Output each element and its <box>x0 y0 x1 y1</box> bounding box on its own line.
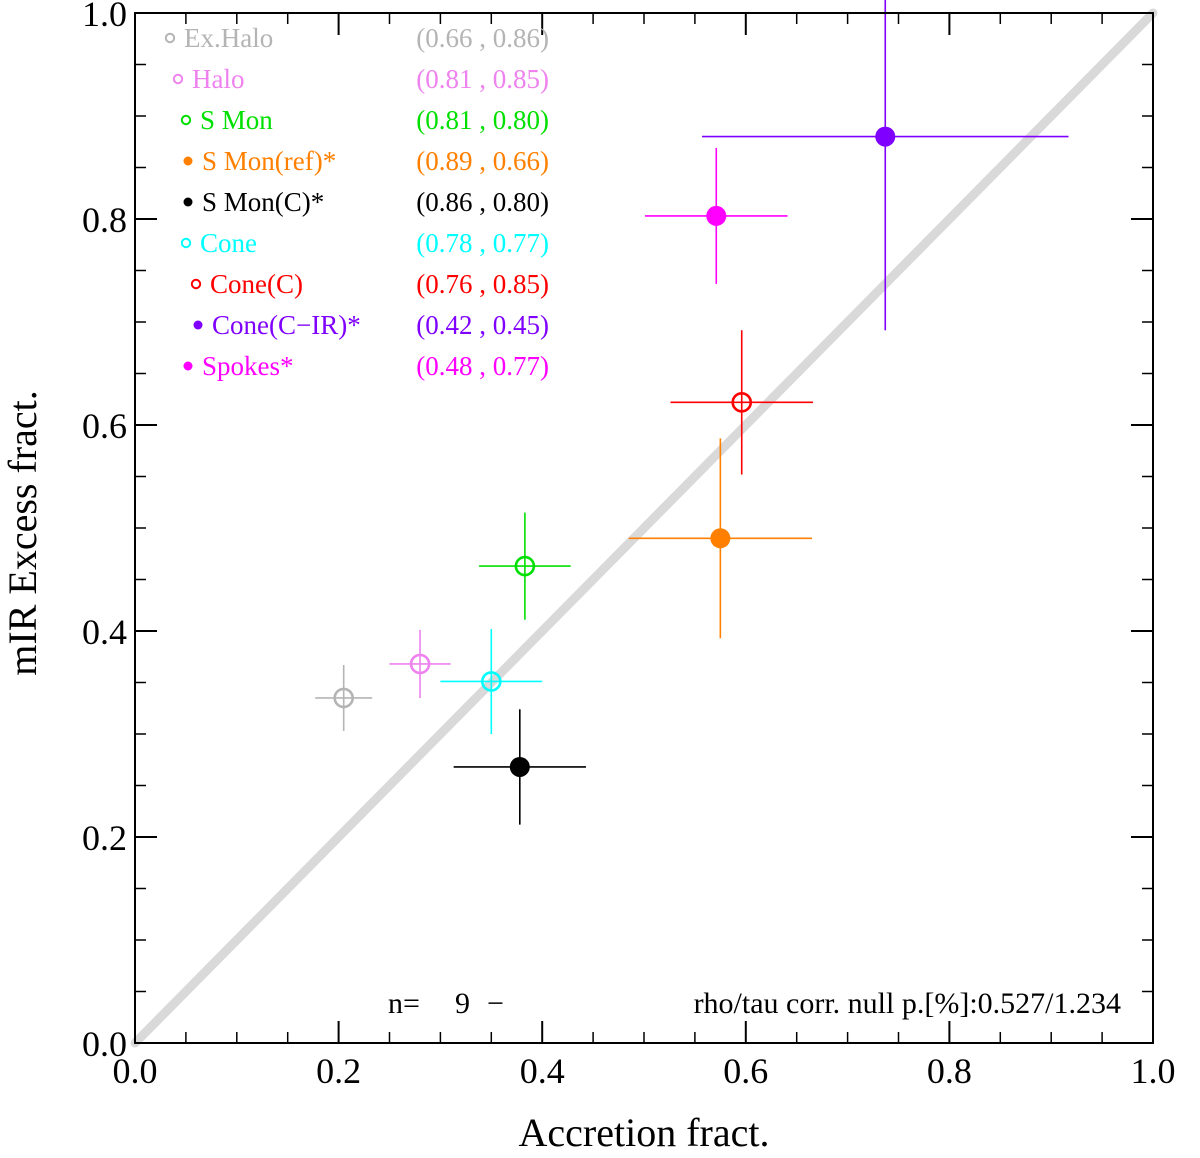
y-tick-label: 0.8 <box>82 200 127 240</box>
legend-stats-s-mon-ref: (0.89 , 0.66) <box>416 146 549 176</box>
legend-stats-cone-c: (0.76 , 0.85) <box>416 269 549 299</box>
data-point-cone <box>480 671 502 692</box>
y-tick-label: 0.0 <box>82 1024 127 1064</box>
legend-stats-s-mon-c: (0.86 , 0.80) <box>416 187 549 217</box>
annotation-stats: rho/tau corr. null p.[%]:0.527/1.234 <box>694 987 1121 1020</box>
annotation: n= 9 − rho/tau corr. null p.[%]:0.527/1.… <box>388 987 1121 1020</box>
data-point-ex-halo <box>333 687 354 709</box>
y-tick-label: 1.0 <box>82 0 127 34</box>
legend-label-s-mon-ref: S Mon(ref)* <box>202 146 336 176</box>
legend-label-s-mon-c: S Mon(C)* <box>202 187 324 217</box>
x-tick-label: 0.8 <box>927 1051 972 1091</box>
legend-stats-spokes: (0.48 , 0.77) <box>416 351 549 381</box>
legend-marker-cone <box>180 237 192 249</box>
legend-stats-halo: (0.81 , 0.85) <box>416 64 549 94</box>
legend: Ex.Halo (0.66 , 0.86) Halo (0.81 , 0.85) S M… <box>164 23 549 381</box>
legend-stats-s-mon: (0.81 , 0.80) <box>416 105 549 135</box>
x-axis-label: Accretion fract. <box>519 1110 770 1155</box>
legend-marker-s-mon-ref <box>183 156 193 166</box>
legend-label-ex-halo: Ex.Halo <box>184 23 273 53</box>
data-point-cone-c-ir <box>875 126 896 147</box>
x-tick-label: 0.0 <box>113 1051 158 1091</box>
y-tick-label: 0.2 <box>82 818 127 858</box>
legend-marker-s-mon-c <box>183 197 193 207</box>
legend-stats-cone: (0.78 , 0.77) <box>416 228 549 258</box>
legend-marker-cone-c-ir <box>193 320 203 330</box>
legend-label-cone-c: Cone(C) <box>210 269 303 299</box>
data-point-spokes <box>706 205 727 226</box>
reference-line-group <box>130 8 1158 1048</box>
data-point-halo <box>409 653 431 675</box>
y-tick-label: 0.6 <box>82 406 127 446</box>
legend-label-cone-c-ir: Cone(C−IR)* <box>212 310 361 340</box>
legend-marker-s-mon <box>180 114 192 126</box>
reference-line-1to1 <box>130 8 1158 1048</box>
y-axis-label: mIR Excess fract. <box>0 390 45 675</box>
legend-label-halo: Halo <box>192 64 244 94</box>
annotation-dash: − <box>487 987 504 1020</box>
x-tick-label: 0.6 <box>723 1051 768 1091</box>
x-tick-label: 0.2 <box>316 1051 361 1091</box>
data-point-cone-c <box>731 392 753 413</box>
legend-stats-ex-halo: (0.66 , 0.86) <box>416 23 549 53</box>
legend-stats-cone-c-ir: (0.42 , 0.45) <box>416 310 549 340</box>
data-points-group <box>333 126 896 777</box>
legend-marker-halo <box>172 73 184 85</box>
legend-marker-spokes <box>183 361 193 371</box>
x-tick-label: 1.0 <box>1131 1051 1176 1091</box>
data-point-s-mon <box>514 555 536 577</box>
data-point-s-mon-c <box>509 756 530 777</box>
data-point-s-mon-ref <box>710 528 731 549</box>
y-tick-label: 0.4 <box>82 612 127 652</box>
legend-label-cone: Cone <box>200 228 257 258</box>
legend-label-s-mon: S Mon <box>200 105 273 135</box>
axes-group: 0.00.0 0.2 0.2 0.4 0.4 0.6 0.6 0.8 0.8 1.0 1.0 <box>82 0 1176 1091</box>
legend-label-spokes: Spokes* <box>202 351 294 381</box>
legend-marker-ex-halo <box>164 32 176 44</box>
legend-marker-cone-c <box>190 278 202 290</box>
annotation-n-label: n= <box>388 987 420 1020</box>
annotation-n-value: 9 <box>455 987 470 1020</box>
x-tick-label: 0.4 <box>520 1051 565 1091</box>
